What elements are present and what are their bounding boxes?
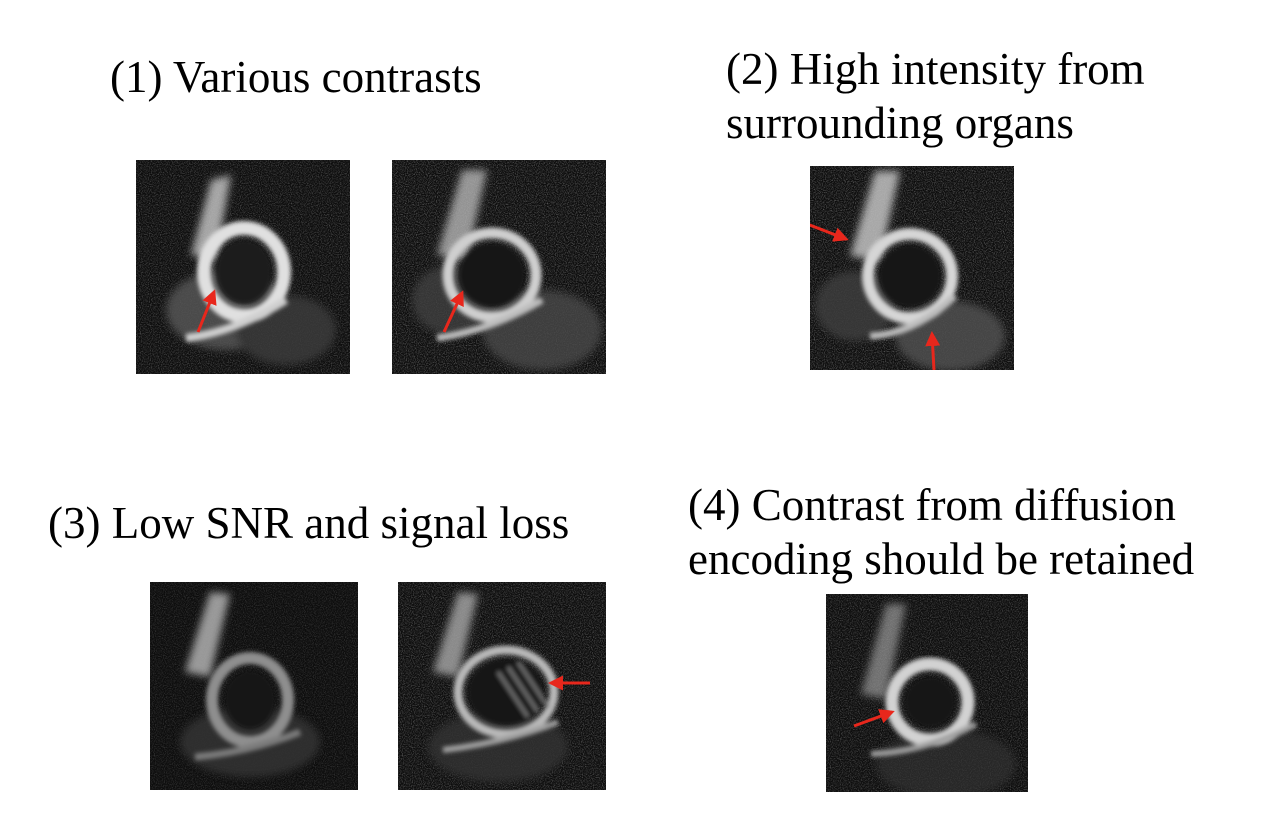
panel-4-caption-line-2: encoding should be retained	[688, 534, 1195, 584]
panel-1-image-a	[136, 160, 350, 374]
panel-2-image	[810, 166, 1014, 370]
panel-2-caption-line-1: (2) High intensity from	[726, 44, 1145, 94]
panel-3-image-a	[150, 582, 358, 790]
panel-4-caption: (4) Contrast from diffusion encoding sho…	[688, 478, 1194, 586]
panel-1-caption: (1) Various contrasts	[110, 50, 482, 104]
panel-1-caption-line-1: (1) Various contrasts	[110, 52, 482, 102]
panel-2-caption-line-2: surrounding organs	[726, 98, 1074, 148]
panel-2-caption: (2) High intensity from surrounding orga…	[726, 42, 1145, 150]
panel-3-image-b	[398, 582, 606, 790]
panel-3-caption: (3) Low SNR and signal loss	[48, 496, 569, 550]
panel-4-image	[826, 594, 1028, 792]
panel-3-caption-line-1: (3) Low SNR and signal loss	[48, 498, 570, 548]
panel-4-caption-line-1: (4) Contrast from diffusion	[688, 480, 1176, 530]
panel-1-image-b	[392, 160, 606, 374]
